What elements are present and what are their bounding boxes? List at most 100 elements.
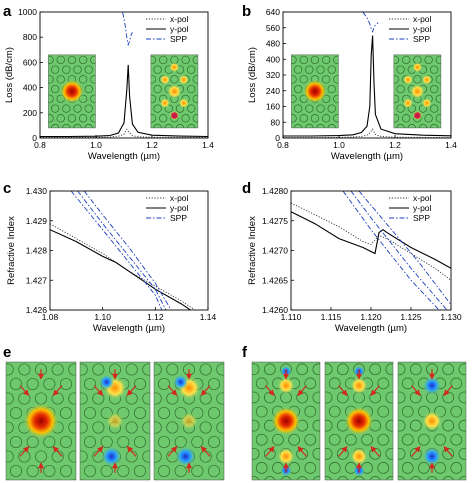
- air-hole: [345, 56, 353, 64]
- air-hole: [9, 464, 23, 478]
- air-hole: [154, 363, 162, 376]
- air-hole: [426, 476, 438, 480]
- series-line-spp: [122, 12, 133, 47]
- air-hole: [385, 363, 393, 376]
- air-hole: [117, 435, 130, 449]
- legend-entry: SPP: [413, 34, 430, 44]
- x-axis-label: Wavelength (µm): [88, 151, 160, 162]
- air-hole: [409, 419, 422, 432]
- air-hole: [9, 406, 23, 420]
- x-tick-label: 1.4: [202, 140, 214, 150]
- field-lobe: [277, 376, 295, 395]
- field-arrow: [126, 446, 137, 457]
- air-hole: [304, 405, 317, 418]
- air-hole: [450, 405, 463, 418]
- air-hole: [263, 363, 276, 376]
- air-hole: [299, 55, 308, 65]
- air-hole: [327, 123, 336, 128]
- air-hole: [191, 435, 204, 449]
- spp-lobe: [402, 97, 414, 109]
- y-axis-label: Loss (dB/cm): [4, 47, 15, 103]
- air-hole: [312, 447, 320, 460]
- air-hole: [96, 124, 104, 132]
- air-hole: [396, 84, 405, 94]
- air-hole: [164, 123, 173, 128]
- air-hole: [153, 123, 162, 128]
- air-hole: [83, 464, 97, 478]
- field-lobe: [172, 374, 189, 390]
- air-hole: [396, 65, 405, 74]
- air-hole: [252, 363, 260, 376]
- air-hole: [191, 464, 204, 478]
- series-line-x-pol: [291, 202, 451, 281]
- field-arrow: [370, 385, 380, 396]
- air-hole: [133, 464, 147, 478]
- air-hole: [293, 84, 303, 94]
- panel-labels: a b c d e f: [3, 3, 251, 361]
- air-hole: [92, 421, 105, 434]
- y-tick-label: 240: [266, 86, 280, 96]
- air-hole: [154, 421, 162, 434]
- y-tick-label: 200: [23, 108, 37, 118]
- air-hole: [435, 55, 441, 65]
- field-arrow: [200, 446, 211, 457]
- air-hole: [166, 363, 179, 376]
- air-hole: [467, 378, 474, 389]
- air-hole: [325, 419, 333, 432]
- spp-lobe: [421, 97, 432, 109]
- air-hole: [150, 55, 157, 65]
- series-line-spp: [70, 191, 163, 310]
- air-hole: [255, 433, 268, 446]
- air-hole: [225, 407, 236, 418]
- air-hole: [80, 450, 88, 463]
- air-hole: [78, 55, 88, 65]
- air-hole: [233, 364, 244, 375]
- air-hole: [59, 406, 73, 420]
- x-tick-label: 0.8: [34, 140, 46, 150]
- x-axis-label: Wavelength (µm): [331, 151, 403, 162]
- air-hole: [312, 363, 320, 376]
- air-hole: [369, 363, 382, 376]
- air-hole: [291, 94, 297, 104]
- series-line-spp: [358, 191, 451, 306]
- field-map-e-2: [79, 361, 151, 481]
- air-hole: [304, 433, 317, 446]
- y-tick-label: 560: [266, 23, 280, 33]
- x-tick-label: 1.130: [440, 312, 462, 322]
- y-tick-label: 1.427: [26, 275, 48, 285]
- air-hole: [90, 55, 96, 65]
- core-mode-spot: [344, 406, 374, 436]
- air-hole: [377, 377, 390, 390]
- air-hole: [83, 406, 97, 420]
- field-arrow: [411, 385, 421, 396]
- air-hole: [142, 392, 150, 405]
- air-hole: [154, 392, 162, 405]
- air-hole: [321, 55, 331, 65]
- y-tick-label: 1.428: [26, 246, 48, 256]
- air-hole: [68, 392, 76, 405]
- air-hole: [385, 447, 393, 460]
- air-hole: [154, 450, 162, 463]
- spp-lobe: [421, 74, 432, 85]
- air-hole: [67, 114, 77, 123]
- air-hole: [312, 419, 320, 432]
- series-line-spp: [77, 191, 167, 310]
- air-hole: [325, 476, 333, 480]
- air-hole: [117, 464, 130, 478]
- panel-label-e: e: [3, 344, 11, 361]
- air-hole: [133, 406, 147, 420]
- air-hole: [310, 114, 320, 123]
- air-hole: [56, 114, 65, 123]
- air-hole: [78, 114, 88, 123]
- air-hole: [68, 363, 76, 376]
- air-hole: [312, 391, 320, 404]
- air-hole: [393, 114, 400, 123]
- y-axis-label: Refractive Index: [247, 216, 258, 285]
- field-lobe: [101, 445, 122, 467]
- air-hole: [59, 464, 73, 478]
- air-hole: [337, 476, 349, 480]
- air-hole: [305, 104, 314, 113]
- air-hole: [402, 55, 411, 65]
- field-arrow: [200, 385, 211, 396]
